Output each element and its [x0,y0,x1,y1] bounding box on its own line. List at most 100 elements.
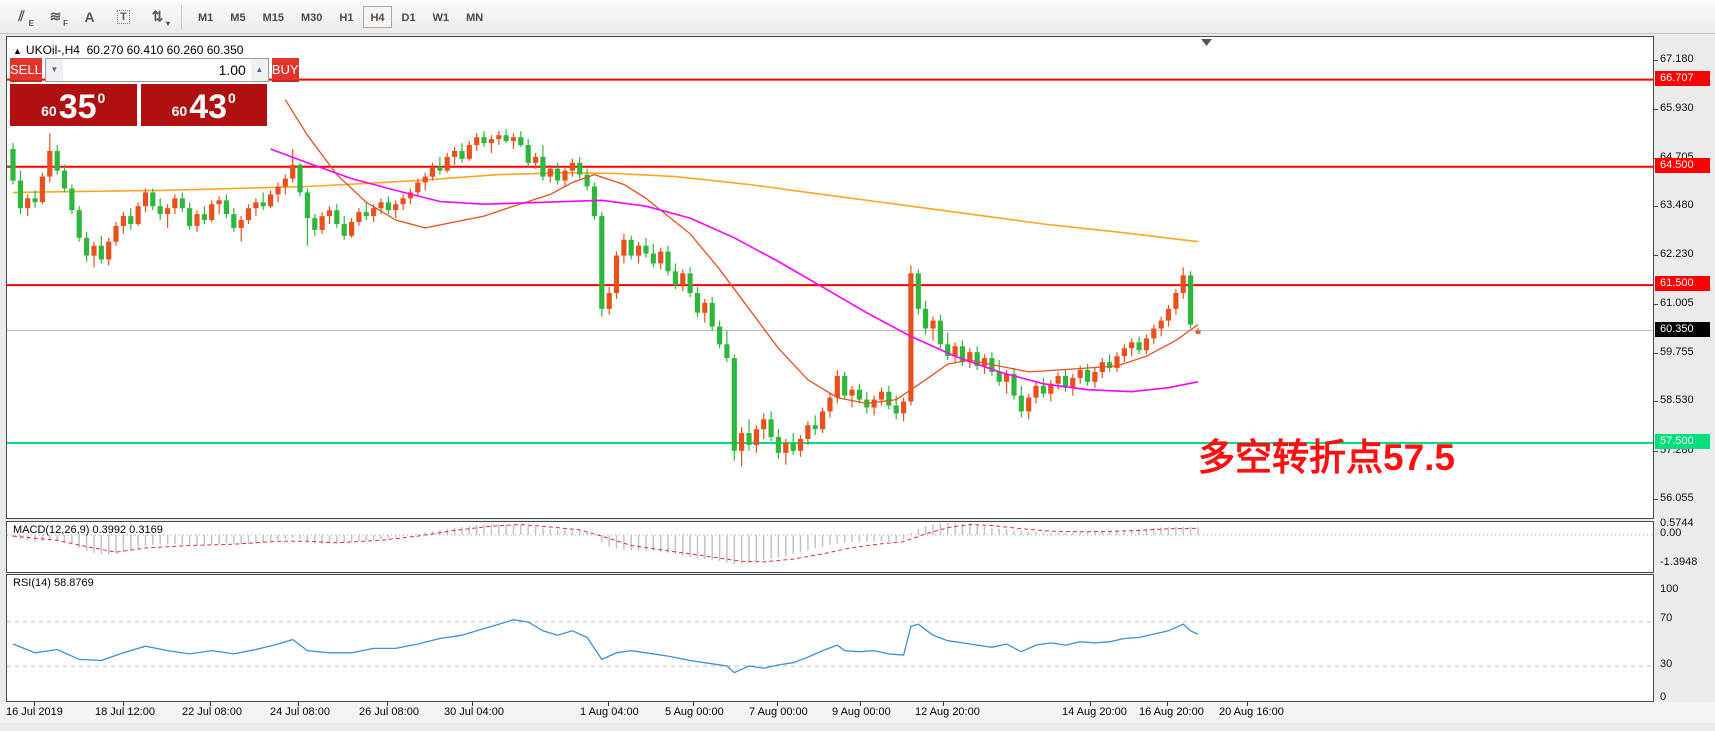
symbol-label: UKOil-,H4 [25,43,80,57]
price-axis-tick-label: 62.230 [1660,248,1694,260]
text-box-icon[interactable]: T [110,4,137,29]
sell-price-display[interactable]: 60 35 0 [10,84,137,126]
fibonacci-icon[interactable]: ≋ F [49,8,68,28]
time-axis-label: 7 Aug 00:00 [749,706,808,718]
time-axis-label: 9 Aug 00:00 [832,706,891,718]
macd-axis-label: -1.3948 [1660,556,1698,568]
time-axis-label: 30 Jul 04:00 [444,706,504,718]
macd-label: MACD(12,26,9) 0.3992 0.3169 [13,524,163,536]
price-axis-tick [1654,401,1658,402]
price-axis-tick [1654,451,1658,452]
price-axis[interactable] [1654,36,1715,702]
chart-text-annotation: 多空转折点57.5 [1198,437,1456,478]
price-badge-61.500: 61.500 [1655,276,1710,291]
price-badge-66.707: 66.707 [1655,71,1710,86]
toolbar-tools: ⫽ E ≋ F A T ⇅ ▾ [8,4,178,29]
price-axis-tick [1654,60,1658,61]
macd-axis-label: 0.00 [1660,527,1682,539]
ohlc-quote: 60.270 60.410 60.260 60.350 [86,43,244,57]
macd-axis-label: 0.5744 [1660,517,1694,529]
time-axis-tick [1090,702,1091,706]
buy-price-display[interactable]: 60 43 0 [140,84,267,127]
price-badge-57.500: 57.500 [1655,434,1710,449]
timeframe-h1-button[interactable]: H1 [339,11,354,24]
time-axis-label: 18 Jul 12:00 [95,706,155,718]
toolbar-separator [181,4,182,29]
sell-price-prefix: 60 [41,103,57,119]
price-axis-tick [1654,206,1658,207]
chart-title: ▲ UKOil-,H4 60.270 60.410 60.260 60.350 [13,43,243,57]
rsi-axis-label: 70 [1660,612,1673,624]
timeframe-mn-button[interactable]: MN [466,11,484,24]
price-axis-tick-label: 63.480 [1660,199,1694,211]
sell-button[interactable]: SELL [10,58,42,82]
text-label-icon[interactable]: A [84,8,95,25]
time-axis-label: 5 Aug 00:00 [665,706,724,718]
price-axis-tick-label: 61.005 [1660,297,1694,309]
timeframe-m30-button[interactable]: M30 [300,11,323,24]
time-axis-label: 26 Jul 08:00 [359,706,419,718]
time-axis[interactable]: 16 Jul 2019 18 Jul 12:00 22 Jul 08:00 24 Ju… [0,702,1715,723]
time-axis-label: 20 Aug 16:00 [1219,706,1284,718]
volume-increase-button[interactable]: ▲ [250,59,268,81]
price-axis-tick [1654,109,1658,110]
sell-price-big: 35 [58,88,97,127]
time-axis-tick [608,702,609,706]
price-badge-64.500: 64.500 [1655,158,1710,173]
timeframe-m5-button[interactable]: M5 [230,11,246,24]
buy-button[interactable]: BUY [271,58,299,82]
macd-panel[interactable] [6,521,1654,573]
chart-shift-marker [1201,39,1212,46]
time-axis-tick [123,702,124,706]
price-axis-tick [1654,499,1658,500]
price-axis-tick [1654,353,1658,354]
sell-price-sup: 0 [97,90,106,106]
time-axis-tick [298,702,299,706]
time-axis-tick [1247,702,1248,706]
price-chart-panel[interactable] [6,36,1654,519]
collapse-triangle-icon[interactable]: ▲ [13,46,22,56]
time-axis-tick [693,702,694,706]
buy-price-big: 43 [189,88,228,127]
volume-box: ▼ ▲ [44,58,269,82]
rsi-axis-label: 0 [1660,691,1667,703]
time-axis-tick [210,702,211,706]
time-axis-tick [34,702,35,706]
price-axis-tick [1654,304,1658,305]
volume-decrease-button[interactable]: ▼ [45,59,63,81]
volume-input[interactable] [62,59,251,81]
time-axis-label: 24 Jul 08:00 [270,706,330,718]
time-axis-tick [777,702,778,706]
timeframe-m1-button[interactable]: M1 [198,11,214,24]
price-axis-tick-label: 58.530 [1660,394,1694,406]
time-axis-tick [387,702,388,706]
price-axis-tick-label: 56.055 [1660,492,1694,504]
time-axis-label: 14 Aug 20:00 [1062,706,1127,718]
arrows-icon[interactable]: ⇅ ▾ [151,8,170,28]
price-axis-tick [1654,255,1658,256]
price-axis-tick-label: 67.180 [1660,53,1694,65]
time-axis-label: 12 Aug 20:00 [915,706,980,718]
timeframe-m15-button[interactable]: M15 [262,11,284,24]
toolbar-timeframes: M1 M5 M15 M30 H1 H4 D1 W1 MN [191,5,493,28]
time-axis-label: 1 Aug 04:00 [580,706,639,718]
price-badge-60.350: 60.350 [1655,322,1710,337]
toolbar: ⫽ E ≋ F A T ⇅ ▾ M1 M5 M15 M30 H1 H4 D1 W1 MN [0,0,1715,34]
rsi-axis-label: 100 [1660,583,1679,595]
time-axis-tick [472,702,473,706]
time-axis-tick [1167,702,1168,706]
rsi-panel[interactable] [6,574,1654,702]
line-studies-icon[interactable]: ⫽ E [18,8,34,28]
price-axis-tick-label: 65.930 [1660,102,1694,114]
time-axis-tick [943,702,944,706]
rsi-axis-label: 30 [1660,658,1673,670]
timeframe-h4-button[interactable]: H4 [363,5,392,28]
timeframe-d1-button[interactable]: D1 [401,11,416,24]
price-axis-tick-label: 59.755 [1660,346,1694,358]
timeframe-w1-button[interactable]: W1 [432,11,450,24]
rsi-chart [7,619,1653,674]
buy-price-sup: 0 [228,90,236,106]
rsi-label: RSI(14) 58.8769 [13,577,94,589]
